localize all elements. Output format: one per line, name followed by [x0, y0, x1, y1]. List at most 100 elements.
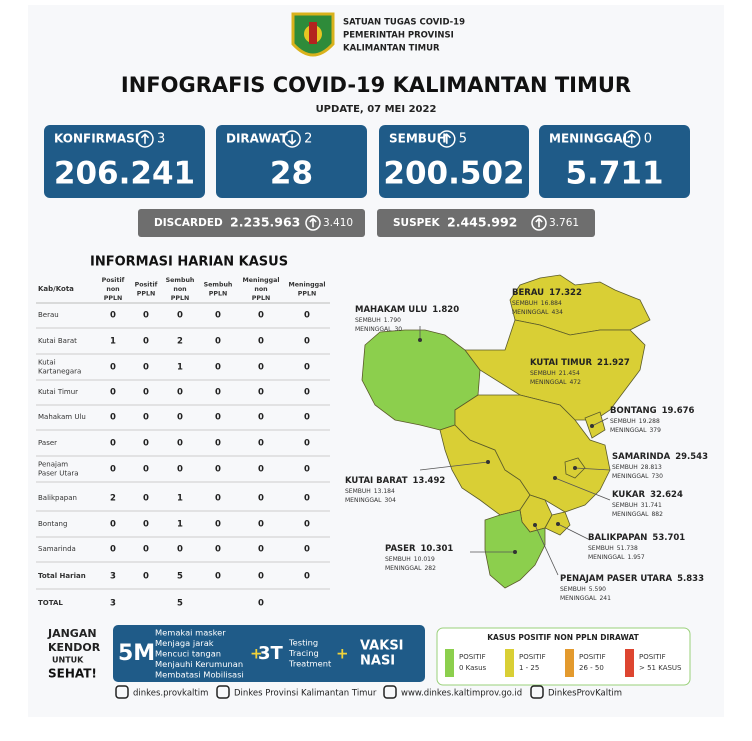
legend-label: POSITIF: [579, 653, 606, 661]
table-cell: 0: [304, 572, 310, 582]
region-sembuh-label: SEMBUH: [530, 370, 556, 377]
region-sembuh: SEMBUH 1.790: [355, 317, 401, 324]
region-dot: [590, 424, 594, 428]
arrow-icon: [140, 133, 150, 144]
m5-item: Menjauhi Kerumunan: [155, 659, 243, 669]
slogan: KENDOR: [48, 641, 101, 654]
table-cell: 0: [215, 363, 221, 373]
stat-label: MENINGGAL: [549, 132, 631, 146]
region-meninggal: MENINGGAL 434: [512, 309, 563, 316]
region-meninggal: MENINGGAL 472: [530, 379, 581, 386]
region-sembuh: SEMBUH 21.454: [530, 370, 580, 377]
stat-label: SEMBUH: [389, 132, 447, 146]
table-header: Positif non PPLN: [102, 277, 125, 302]
table-cell: 0: [215, 337, 221, 347]
table-cell: 0: [110, 439, 116, 449]
table-cell: 2: [110, 494, 116, 504]
table-cell: 0: [177, 465, 183, 475]
table-cell: 0: [110, 363, 116, 373]
region-meninggal-label: MENINGGAL: [530, 379, 567, 386]
table-cell: 0: [143, 413, 149, 423]
org-line: PEMERINTAH PROVINSI: [343, 31, 454, 41]
region-name: PASER: [385, 544, 416, 554]
region-dot: [533, 523, 537, 527]
table-cell: 0: [177, 413, 183, 423]
region-meninggal-value: 282: [424, 565, 436, 572]
region-sembuh-value: 10.019: [414, 556, 435, 563]
secondary-value: 2.445.992: [447, 215, 517, 230]
region-meninggal-value: 304: [384, 497, 396, 504]
table-cell: 0: [143, 388, 149, 398]
table-cell: 0: [304, 337, 310, 347]
region-total: 5.833: [677, 574, 704, 584]
slogan: JANGAN: [47, 627, 97, 640]
table-cell: 0: [110, 520, 116, 530]
table-cell: 0: [258, 337, 264, 347]
table-cell: 0: [177, 545, 183, 555]
table-cell: 0: [304, 520, 310, 530]
region-sembuh-label: SEMBUH: [612, 464, 638, 471]
table-cell: 0: [143, 572, 149, 582]
stat-label: DIRAWAT: [226, 132, 288, 146]
legend-range: 26 - 50: [579, 664, 604, 672]
table-cell: 0: [304, 465, 310, 475]
region-sembuh-value: 21.454: [559, 370, 580, 377]
region-sembuh-label: SEMBUH: [385, 556, 411, 563]
table-cell: 0: [110, 388, 116, 398]
table-cell: 3: [110, 572, 116, 582]
secondary-value: 2.235.963: [230, 215, 300, 230]
table-cell: 0: [258, 413, 264, 423]
table-cell: 5: [177, 572, 183, 582]
row-name: Mahakam Ulu: [38, 413, 86, 421]
arrow-icon: [283, 130, 301, 148]
region-dot: [573, 466, 577, 470]
t3-item: Treatment: [288, 659, 332, 669]
legend-range: 1 - 25: [519, 664, 539, 672]
stat-card: [539, 125, 690, 198]
table-cell: 0: [177, 388, 183, 398]
table-cell: 0: [215, 494, 221, 504]
table-cell: 0: [215, 413, 221, 423]
table-cell: 0: [143, 439, 149, 449]
t3: 3T: [258, 643, 284, 664]
table-cell: 0: [258, 465, 264, 475]
stat-card: [216, 125, 367, 198]
row-name: Kutai Timur: [38, 388, 78, 396]
leader-line: [574, 467, 611, 471]
region-sembuh-label: SEMBUH: [345, 488, 371, 495]
table-cell: 0: [143, 494, 149, 504]
region-total: 29.543: [675, 452, 708, 462]
title: INFOGRAFIS COVID-19 KALIMANTAN TIMUR: [121, 73, 631, 97]
m5: 5M: [118, 641, 155, 666]
region-total: 53.701: [652, 533, 685, 543]
row-name: Samarinda: [38, 545, 76, 553]
row-name: Balikpapan: [38, 494, 77, 502]
stat-card: [379, 125, 529, 198]
social-icon: [115, 685, 129, 699]
map-region: [484, 509, 546, 589]
map-region: [584, 411, 606, 439]
table-header: Meninggal non PPLN: [242, 277, 279, 302]
social-handle: dinkes.provkaltim: [133, 689, 208, 699]
region-total: 10.301: [421, 544, 454, 554]
region-name: BALIKPAPAN 53.701: [588, 533, 685, 543]
arrow-icon: [531, 215, 547, 231]
region-name: KUKAR: [612, 490, 646, 500]
plus: +: [250, 645, 263, 663]
stat-value: 28: [270, 156, 313, 192]
region-meninggal-value: 241: [599, 595, 611, 602]
table-cell: 0: [143, 545, 149, 555]
region-name: PENAJAM PASER UTARA: [560, 574, 673, 584]
table-cell: 0: [143, 520, 149, 530]
region-sembuh: SEMBUH 19.288: [610, 418, 660, 425]
table-cell: 1: [177, 494, 183, 504]
region-meninggal-label: MENINGGAL: [355, 326, 392, 333]
region-dot: [486, 460, 490, 464]
table-cell: 3: [110, 599, 116, 609]
slogan: SEHAT!: [48, 667, 97, 681]
leader-line: [419, 461, 489, 471]
region-dot: [513, 550, 517, 554]
m5-item: Membatasi Mobilisasi: [155, 670, 244, 680]
org-line: SATUAN TUGAS COVID-19: [343, 18, 465, 28]
table-cell: 2: [177, 337, 183, 347]
